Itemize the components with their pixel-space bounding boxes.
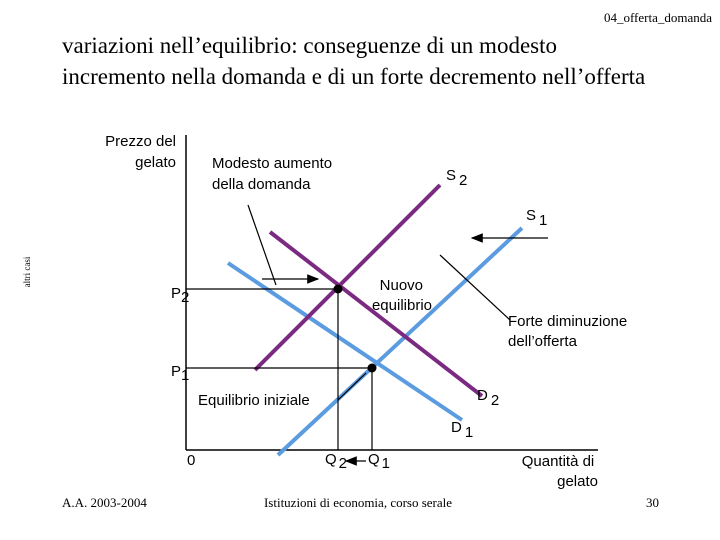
- x-axis-label: Quantità di: [522, 453, 595, 470]
- supply-s1: [276, 226, 524, 457]
- curve-index: 2: [459, 172, 467, 189]
- quantity-index: 1: [382, 455, 390, 472]
- page-ref: 04_offerta_domanda: [604, 10, 712, 25]
- quantity-index: 2: [339, 455, 347, 472]
- annotation: Equilibrio iniziale: [198, 392, 310, 409]
- footer-page: 30: [646, 495, 659, 510]
- y-axis-label: gelato: [135, 154, 176, 171]
- supply-s2: [253, 183, 442, 372]
- y-axis-label: Prezzo del: [105, 133, 176, 150]
- price-symbol: P: [171, 363, 181, 380]
- price-label: P2: [171, 285, 189, 306]
- title-line: incremento nella domanda e di un forte d…: [62, 64, 645, 89]
- annotation: equilibrio: [372, 297, 432, 314]
- side-label: altri casi: [22, 256, 32, 287]
- annotation: Forte diminuzione: [508, 313, 627, 330]
- price-index: 1: [181, 367, 189, 384]
- curve-symbol: D: [451, 419, 462, 436]
- new-equilibrium-point: [333, 284, 343, 294]
- pointer: [247, 204, 277, 286]
- x-axis-label: gelato: [557, 473, 598, 490]
- quantity-symbol: Q: [368, 451, 380, 468]
- curve-symbol: D: [477, 387, 488, 404]
- initial-equilibrium-point: [367, 363, 377, 373]
- pointer: [337, 372, 367, 401]
- annotation: della domanda: [212, 176, 311, 193]
- price-index: 2: [181, 289, 189, 306]
- price-symbol: P: [171, 285, 181, 302]
- pointer: [439, 254, 511, 321]
- annotation: dell’offerta: [508, 333, 578, 350]
- title-line: variazioni nell’equilibrio: conseguenze …: [62, 33, 557, 58]
- curve-symbol: S: [526, 207, 536, 224]
- annotation: Modesto aumento: [212, 155, 332, 172]
- curve-symbol: S: [446, 167, 456, 184]
- annotation: Nuovo: [380, 277, 423, 294]
- demand-d2: [268, 230, 484, 398]
- curve-index: 1: [539, 212, 547, 229]
- quantity-symbol: Q: [325, 451, 337, 468]
- guide-new: [186, 288, 339, 450]
- curve-index: 2: [491, 392, 499, 409]
- footer-year: A.A. 2003-2004: [62, 495, 147, 510]
- curve-index: 1: [465, 424, 473, 441]
- origin-label: 0: [187, 452, 195, 469]
- footer-course: Istituzioni di economia, corso serale: [264, 495, 452, 510]
- price-label: P1: [171, 363, 189, 384]
- guide-initial: [186, 367, 373, 450]
